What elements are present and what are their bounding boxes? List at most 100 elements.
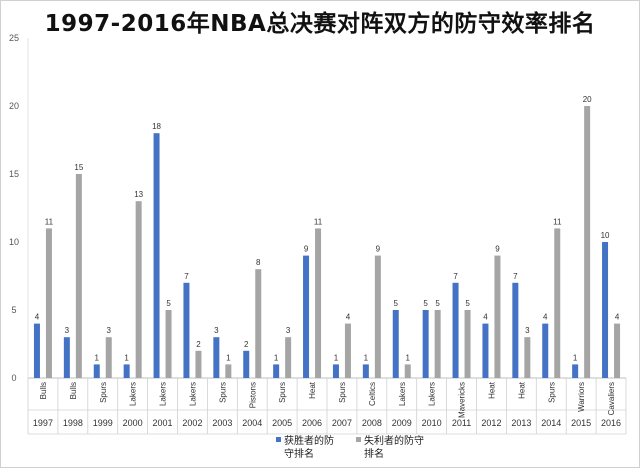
year-label: 1997 bbox=[33, 418, 53, 428]
year-label: 2003 bbox=[212, 418, 232, 428]
data-label: 4 bbox=[35, 313, 40, 322]
legend-label: 排名 bbox=[364, 447, 384, 460]
data-label: 1 bbox=[95, 353, 100, 362]
bar-winner bbox=[512, 282, 519, 378]
bar-loser bbox=[75, 174, 82, 378]
bar-winner bbox=[452, 282, 459, 378]
data-label: 1 bbox=[573, 353, 578, 362]
year-label: 2011 bbox=[452, 418, 471, 428]
bar-loser bbox=[374, 255, 381, 378]
data-label: 11 bbox=[314, 217, 323, 226]
team-label: Lakers bbox=[159, 382, 168, 406]
data-label: 5 bbox=[423, 299, 428, 308]
data-label: 7 bbox=[453, 272, 458, 281]
y-axis-ticks: 0 5 10 15 20 25 bbox=[9, 33, 19, 383]
data-label: 1 bbox=[274, 353, 279, 362]
bar-winner bbox=[33, 323, 40, 378]
legend-label: 守排名 bbox=[284, 447, 314, 460]
year-label: 2007 bbox=[332, 418, 352, 428]
year-label: 2004 bbox=[242, 418, 262, 428]
bar-loser bbox=[105, 337, 112, 378]
bar-loser bbox=[464, 310, 471, 378]
data-label: 2 bbox=[196, 340, 201, 349]
data-label: 10 bbox=[601, 231, 610, 240]
bar-loser bbox=[344, 323, 351, 378]
data-label: 5 bbox=[435, 299, 440, 308]
bar-loser bbox=[614, 323, 621, 378]
data-label: 5 bbox=[394, 299, 399, 308]
team-label: Lakers bbox=[129, 382, 138, 406]
data-label: 1 bbox=[406, 353, 411, 362]
bar-loser bbox=[225, 364, 232, 378]
bars bbox=[33, 106, 621, 378]
data-label: 7 bbox=[513, 272, 518, 281]
y-tick-label: 15 bbox=[9, 169, 19, 179]
bar-loser bbox=[45, 228, 52, 378]
data-label: 5 bbox=[465, 299, 470, 308]
data-label: 11 bbox=[45, 217, 54, 226]
data-label: 1 bbox=[124, 353, 129, 362]
year-label: 1998 bbox=[63, 418, 83, 428]
chart-title: 1997-2016年NBA总决赛对阵双方的防守效率排名 bbox=[44, 11, 596, 37]
legend-swatch bbox=[356, 437, 361, 442]
bar-winner bbox=[303, 255, 310, 378]
bar-loser bbox=[404, 364, 411, 378]
team-label: Spurs bbox=[218, 382, 227, 403]
data-label: 20 bbox=[583, 95, 592, 104]
bar-winner bbox=[123, 364, 130, 378]
data-label: 5 bbox=[166, 299, 171, 308]
year-label: 2008 bbox=[362, 418, 382, 428]
data-label: 8 bbox=[256, 258, 261, 267]
year-label: 2010 bbox=[422, 418, 442, 428]
team-label: Warriors bbox=[577, 382, 586, 412]
team-label: Lakers bbox=[428, 382, 437, 406]
data-label: 9 bbox=[495, 245, 500, 254]
team-label: Heat bbox=[517, 381, 526, 399]
bar-winner bbox=[572, 364, 579, 378]
data-label: 3 bbox=[65, 326, 70, 335]
team-label: Cavaliers bbox=[607, 382, 616, 415]
bar-winner bbox=[153, 133, 160, 378]
data-label: 9 bbox=[304, 245, 309, 254]
year-label: 1999 bbox=[93, 418, 113, 428]
team-label: Bulls bbox=[69, 382, 78, 399]
team-label: Mavericks bbox=[458, 382, 467, 418]
data-label: 2 bbox=[244, 340, 249, 349]
data-label: 4 bbox=[483, 313, 488, 322]
team-label: Celtics bbox=[368, 382, 377, 406]
bar-loser bbox=[165, 310, 172, 378]
bar-winner bbox=[63, 337, 70, 378]
y-tick-label: 25 bbox=[9, 33, 19, 43]
legend-label: 获胜者的防 bbox=[284, 434, 334, 447]
year-label: 2016 bbox=[601, 418, 621, 428]
team-label: Lakers bbox=[188, 382, 197, 406]
bar-winner bbox=[332, 364, 339, 378]
data-label: 13 bbox=[134, 190, 143, 199]
data-label: 11 bbox=[553, 217, 562, 226]
data-label: 1 bbox=[364, 353, 369, 362]
data-label: 4 bbox=[543, 313, 548, 322]
team-label: Spurs bbox=[278, 382, 287, 403]
bar-loser bbox=[584, 106, 591, 378]
bar-winner bbox=[93, 364, 100, 378]
team-label: Pistons bbox=[248, 382, 257, 408]
y-tick-label: 5 bbox=[11, 305, 16, 315]
data-label: 9 bbox=[376, 245, 381, 254]
y-tick-label: 10 bbox=[9, 237, 19, 247]
x-axis-labels: Bulls 1997 Bulls 1998 Spurs 1999 Lakers 2000 Lak… bbox=[33, 381, 621, 428]
year-label: 2002 bbox=[182, 418, 202, 428]
data-label: 3 bbox=[525, 326, 530, 335]
data-label: 18 bbox=[152, 122, 161, 131]
data-label: 3 bbox=[286, 326, 291, 335]
axes bbox=[27, 38, 627, 435]
year-label: 2014 bbox=[541, 418, 561, 428]
year-label: 2013 bbox=[511, 418, 531, 428]
team-label: Spurs bbox=[338, 382, 347, 403]
bar-winner bbox=[183, 282, 190, 378]
bar-winner bbox=[243, 350, 250, 378]
data-label: 3 bbox=[214, 326, 219, 335]
bar-loser bbox=[434, 310, 441, 378]
